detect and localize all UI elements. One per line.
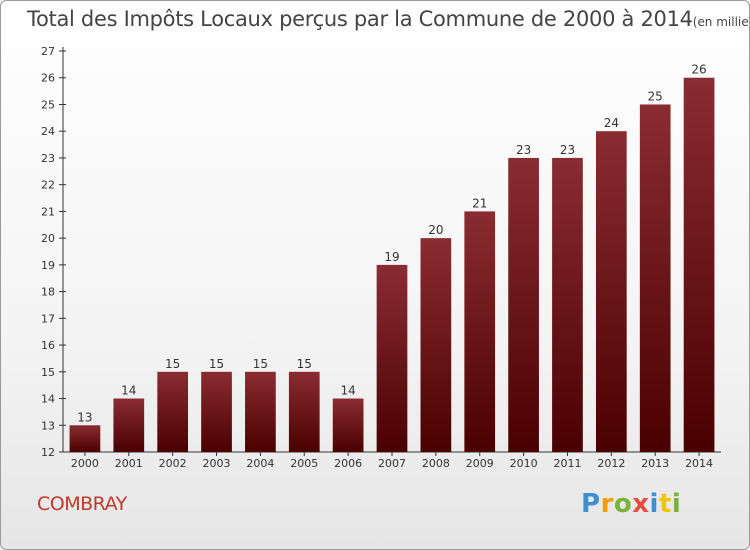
x-tick-label: 2012 (597, 457, 625, 470)
commune-name: COMBRAY (37, 493, 127, 515)
x-tick-label: 2001 (115, 457, 143, 470)
bar-value-label: 23 (560, 143, 575, 157)
bar (683, 77, 715, 452)
x-tick-label: 2014 (685, 457, 713, 470)
bar (245, 371, 276, 452)
bar (288, 371, 320, 452)
y-tick-label: 12 (41, 446, 55, 459)
y-tick-label: 20 (41, 232, 55, 245)
bar-value-label: 15 (297, 357, 312, 371)
bar-value-label: 15 (165, 357, 180, 371)
y-tick-label: 14 (41, 393, 55, 406)
y-tick-label: 18 (41, 286, 55, 299)
x-tick-label: 2004 (246, 457, 274, 470)
x-tick-label: 2013 (641, 457, 669, 470)
y-tick-label: 21 (41, 205, 55, 218)
bar (376, 264, 408, 452)
y-tick-label: 25 (41, 98, 55, 111)
y-tick-label: 13 (41, 419, 55, 432)
bar (420, 238, 452, 452)
y-tick-label: 19 (41, 259, 55, 272)
bar (332, 398, 364, 452)
y-tick-label: 17 (41, 312, 55, 325)
bar-value-label: 14 (340, 384, 355, 398)
bar-value-label: 25 (648, 89, 663, 103)
bar-value-label: 19 (384, 250, 399, 264)
x-tick-label: 2008 (422, 457, 450, 470)
y-tick-label: 15 (41, 366, 55, 379)
bar (201, 371, 232, 452)
y-tick-label: 27 (41, 45, 55, 58)
bar (595, 131, 627, 452)
bar (639, 104, 671, 452)
y-tick-label: 24 (41, 125, 55, 138)
x-tick-label: 2011 (553, 457, 581, 470)
bar-value-label: 21 (472, 196, 487, 210)
bar-value-label: 26 (691, 63, 706, 77)
bar-value-label: 24 (604, 116, 619, 130)
bar-value-label: 14 (121, 384, 136, 398)
x-tick-label: 2009 (466, 457, 494, 470)
x-tick-label: 2003 (203, 457, 231, 470)
proxiti-logo: Proxiti (581, 489, 682, 519)
bar (113, 398, 145, 452)
y-tick-label: 23 (41, 152, 55, 165)
bar-value-label: 15 (253, 357, 268, 371)
bar-value-label: 20 (428, 223, 443, 237)
y-tick-label: 26 (41, 72, 55, 85)
bar-value-label: 23 (516, 143, 531, 157)
chart-title: Total des Impôts Locaux perçus par la Co… (27, 7, 749, 31)
bar (69, 425, 101, 452)
x-tick-label: 2000 (71, 457, 99, 470)
chart-unit-note: (en milliers d'€) (692, 15, 749, 29)
x-tick-label: 2002 (159, 457, 187, 470)
bar (464, 211, 496, 452)
bar (157, 371, 189, 452)
y-tick-label: 22 (41, 179, 55, 192)
x-tick-label: 2006 (334, 457, 362, 470)
bar (552, 157, 583, 452)
x-tick-label: 2005 (290, 457, 318, 470)
bar (508, 157, 539, 452)
x-tick-label: 2007 (378, 457, 406, 470)
x-tick-label: 2010 (510, 457, 538, 470)
bar-value-label: 15 (209, 357, 224, 371)
bar-value-label: 13 (77, 410, 92, 424)
y-tick-label: 16 (41, 339, 55, 352)
